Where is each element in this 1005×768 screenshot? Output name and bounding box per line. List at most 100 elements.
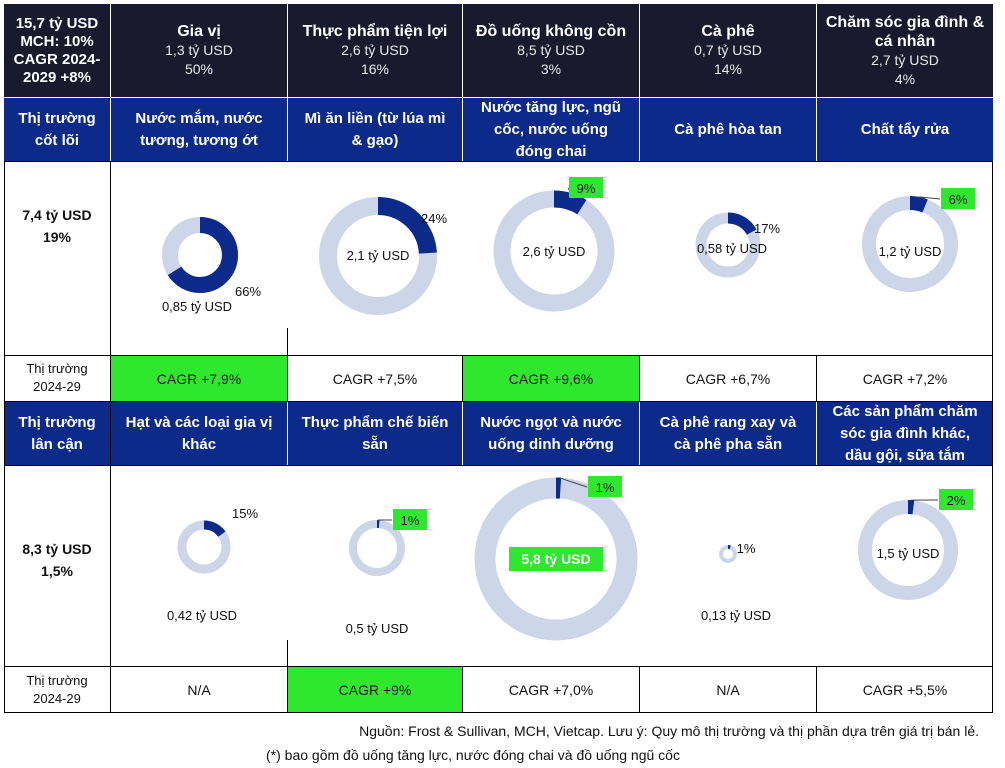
core-total: 7,4 tỷ USD 19% bbox=[22, 207, 92, 245]
core-cagr-1: CAGR +7,9% bbox=[111, 356, 287, 401]
donut-share-slice bbox=[162, 217, 238, 293]
adjacent-segment-4: Cà phê rang xay và cà phê pha sẵn bbox=[640, 402, 816, 465]
share-highlight-box bbox=[588, 476, 622, 497]
core-market-label: Thị trường cốt lõi bbox=[4, 98, 110, 161]
size-label: 5,8 tỷ USD bbox=[521, 551, 590, 567]
category-header-thuc-pham-tien-loi: Thực phẩm tiện lợi 2,6 tỷ USD 16% bbox=[288, 4, 462, 97]
share-label: 15% bbox=[232, 506, 258, 521]
grid-line bbox=[816, 356, 817, 402]
donut-share-slice bbox=[695, 212, 761, 278]
donut-share-slice bbox=[349, 520, 405, 576]
adjacent-segment-5: Các sản phẩm chăm sóc gia đình khác, dầu… bbox=[817, 402, 993, 465]
grid-line bbox=[287, 328, 288, 356]
grid-line bbox=[287, 640, 288, 713]
grid-line bbox=[287, 356, 288, 402]
adjacent-cagr-3: CAGR +7,0% bbox=[508, 681, 594, 698]
adjacent-cagr-1: N/A bbox=[187, 681, 211, 698]
donut-share-slice bbox=[858, 500, 958, 600]
category-header-do-uong: Đồ uống không cồn 8,5 tỷ USD 3% bbox=[463, 4, 639, 97]
category-header-cham-soc: Chăm sóc gia đình & cá nhân 2,7 tỷ USD 4… bbox=[817, 4, 993, 97]
core-segment-1: Nước mắm, nước tương, tương ớt bbox=[111, 98, 287, 161]
donut-share-slice bbox=[474, 477, 638, 641]
size-label: 2,1 tỷ USD bbox=[347, 248, 410, 263]
core-cagr-2: CAGR +7,5% bbox=[332, 370, 418, 387]
category-header-ca-phe: Cà phê 0,7 tỷ USD 14% bbox=[640, 4, 816, 97]
core-cagr-3: CAGR +9,6% bbox=[463, 356, 639, 401]
size-label: 0,85 tỷ USD bbox=[162, 299, 232, 314]
grid-line bbox=[639, 667, 640, 713]
size-label: 0,13 tỷ USD bbox=[701, 608, 771, 623]
donut-share-slice bbox=[319, 197, 437, 315]
size-label: 0,42 tỷ USD bbox=[167, 608, 237, 623]
adjacent-market-label: Thị trường lân cận bbox=[4, 402, 110, 465]
donut-share-slice bbox=[862, 196, 958, 292]
share-label: 17% bbox=[754, 221, 780, 236]
grid-line bbox=[4, 666, 993, 667]
core-segment-3: Nước tăng lực, ngũ cốc, nước uống đóng c… bbox=[463, 98, 639, 161]
share-highlight-box bbox=[569, 177, 603, 198]
grid-line bbox=[4, 355, 993, 356]
grid-line bbox=[110, 161, 111, 713]
size-label: 2,6 tỷ USD bbox=[523, 244, 586, 259]
adjacent-cagr-label: Thị trường 2024-29 bbox=[26, 673, 88, 706]
adjacent-cagr-2: CAGR +9% bbox=[288, 667, 462, 712]
grid-line bbox=[816, 667, 817, 713]
leader-line bbox=[558, 477, 588, 488]
grid-line bbox=[4, 161, 5, 713]
category-header-gia-vi: Gia vị 1,3 tỷ USD 50% bbox=[111, 4, 287, 97]
donut-share-slice bbox=[493, 190, 615, 312]
grid-line bbox=[4, 465, 993, 466]
source-note: Nguồn: Frost & Sullivan, MCH, Vietcap. L… bbox=[359, 723, 979, 739]
donut-share-slice bbox=[177, 520, 231, 574]
share-highlight-box bbox=[941, 188, 975, 209]
share-label: 1% bbox=[401, 513, 420, 528]
footnote: (*) bao gồm đồ uống tăng lực, nước đóng … bbox=[266, 747, 680, 763]
grid-line bbox=[462, 356, 463, 402]
size-highlight-box bbox=[509, 547, 603, 571]
donut-share-slice bbox=[719, 545, 737, 563]
core-cagr-4: CAGR +6,7% bbox=[685, 370, 771, 387]
share-highlight-box bbox=[393, 509, 427, 530]
core-cagr-5: CAGR +7,2% bbox=[862, 370, 948, 387]
adjacent-cagr-5: CAGR +5,5% bbox=[862, 681, 948, 698]
grid-line bbox=[462, 667, 463, 713]
share-label: 24% bbox=[421, 211, 447, 226]
core-cagr-label: Thị trường 2024-29 bbox=[26, 361, 88, 394]
adjacent-segment-1: Hạt và các loại gia vị khác bbox=[111, 402, 287, 465]
grid-line bbox=[992, 161, 993, 713]
core-segment-4: Cà phê hòa tan bbox=[640, 98, 816, 161]
core-segment-5: Chất tẩy rửa bbox=[817, 98, 993, 161]
grid-line bbox=[4, 712, 993, 713]
share-label: 2% bbox=[947, 493, 966, 508]
share-label: 1% bbox=[596, 480, 615, 495]
total-market-header: 15,7 tỷ USD MCH: 10% CAGR 2024- 2029 +8% bbox=[4, 4, 110, 97]
adjacent-segment-3: Nước ngọt và nước uống dinh dưỡng bbox=[463, 402, 639, 465]
core-segment-2: Mì ăn liền (từ lúa mì & gạo) bbox=[288, 98, 462, 161]
adjacent-cagr-4: N/A bbox=[716, 681, 740, 698]
share-label: 6% bbox=[949, 192, 968, 207]
leader-line bbox=[918, 196, 941, 200]
size-label: 0,5 tỷ USD bbox=[346, 621, 409, 636]
adjacent-segment-2: Thực phẩm chế biến sẵn bbox=[288, 402, 462, 465]
size-label: 0,58 tỷ USD bbox=[697, 241, 767, 256]
grid-line bbox=[4, 401, 993, 402]
size-label: 1,5 tỷ USD bbox=[877, 546, 940, 561]
grid-line bbox=[639, 356, 640, 402]
grid-line bbox=[4, 161, 993, 162]
share-highlight-box bbox=[939, 489, 973, 510]
share-label: 1% bbox=[737, 541, 756, 556]
share-label: 9% bbox=[577, 181, 596, 196]
share-label: 66% bbox=[235, 284, 261, 299]
adjacent-total: 8,3 tỷ USD 1,5% bbox=[22, 541, 92, 579]
size-label: 1,2 tỷ USD bbox=[879, 244, 942, 259]
